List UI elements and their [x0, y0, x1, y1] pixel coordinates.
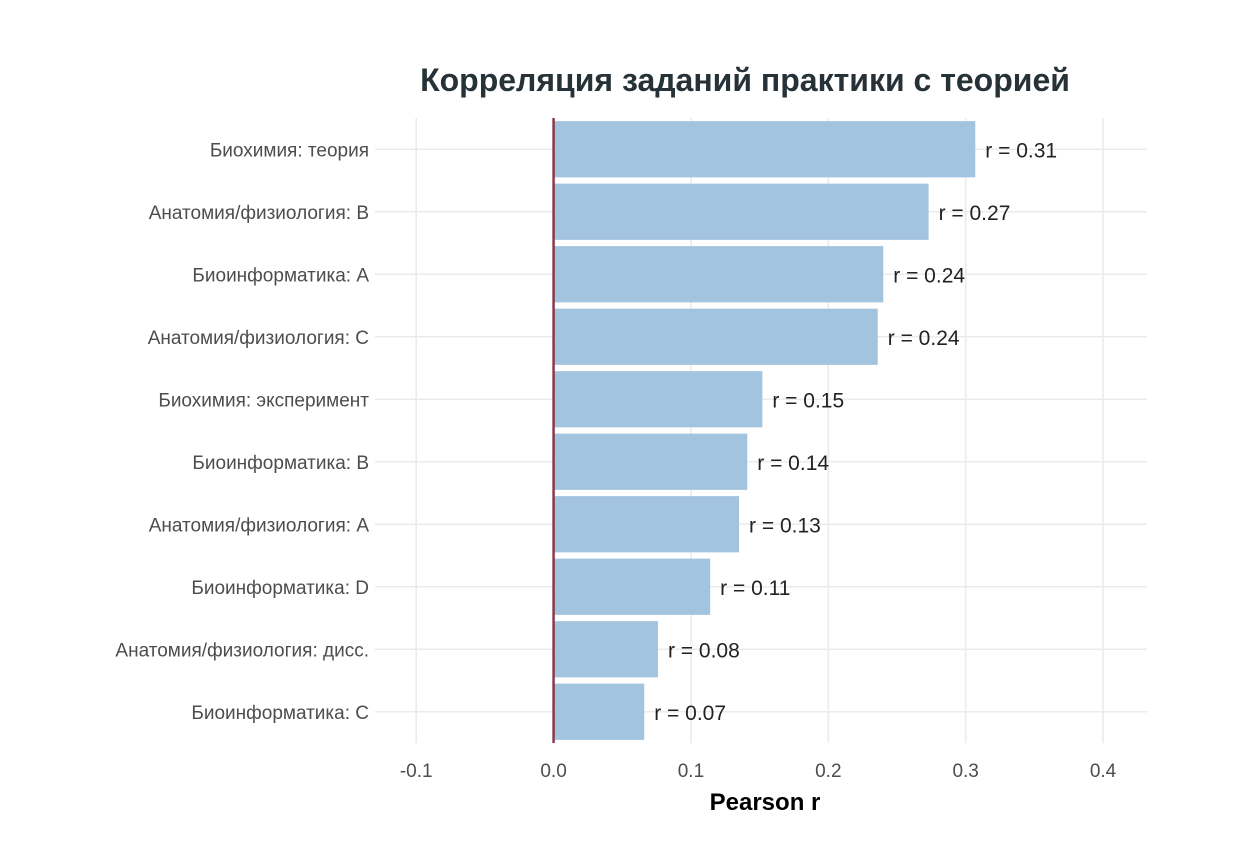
y-category-label: Биоинформатика: B [192, 453, 369, 474]
bar [553, 496, 740, 553]
bar [553, 558, 711, 615]
y-category-label: Биохимия: эксперимент [158, 390, 369, 411]
bar-value-label: r = 0.08 [668, 639, 740, 662]
bar [553, 308, 878, 365]
y-axis-labels: Биохимия: теория Анатомия/физиология: B Би… [115, 140, 369, 724]
x-tick-label: 0.3 [952, 761, 978, 782]
y-category-label: Анатомия/физиология: B [149, 203, 369, 224]
bar-value-label: r = 0.11 [720, 577, 790, 600]
y-category-label: Биоинформатика: D [191, 578, 369, 599]
x-tick-label: 0.2 [815, 761, 841, 782]
y-category-label: Анатомия/физиология: дисс. [115, 640, 369, 661]
y-category-label: Анатомия/физиология: C [148, 328, 369, 349]
chart-title: Корреляция заданий практики с теорией [420, 62, 1070, 98]
grid-lines [375, 118, 1147, 743]
bar [553, 183, 929, 240]
y-category-label: Биохимия: теория [210, 140, 369, 161]
bar-value-label: r = 0.27 [939, 202, 1011, 225]
bar [553, 433, 748, 490]
x-tick-label: 0.1 [678, 761, 704, 782]
bar [553, 683, 645, 740]
x-axis-ticks: -0.1 0.0 0.1 0.2 0.3 0.4 [400, 761, 1117, 782]
bar-value-label: r = 0.14 [757, 452, 829, 475]
y-category-label: Анатомия/физиология: A [149, 515, 370, 536]
bars: r = 0.31 r = 0.27 r = 0.24 r = 0.24 r = 0.15… [553, 121, 1057, 740]
bar [553, 371, 763, 428]
bar-value-label: r = 0.24 [888, 327, 960, 350]
x-tick-label: -0.1 [400, 761, 433, 782]
y-category-label: Биоинформатика: C [191, 703, 369, 724]
x-axis-title: Pearson r [710, 789, 821, 816]
bar [553, 621, 658, 678]
bar-value-label: r = 0.13 [749, 514, 821, 537]
bar [553, 246, 884, 303]
y-category-label: Биоинформатика: A [192, 265, 369, 286]
x-tick-label: 0.0 [540, 761, 566, 782]
bar [553, 121, 976, 178]
bar-value-label: r = 0.07 [654, 702, 726, 725]
bar-value-label: r = 0.15 [772, 389, 844, 412]
bar-value-label: r = 0.24 [893, 264, 965, 287]
bar-value-label: r = 0.31 [985, 139, 1057, 162]
x-tick-label: 0.4 [1090, 761, 1117, 782]
